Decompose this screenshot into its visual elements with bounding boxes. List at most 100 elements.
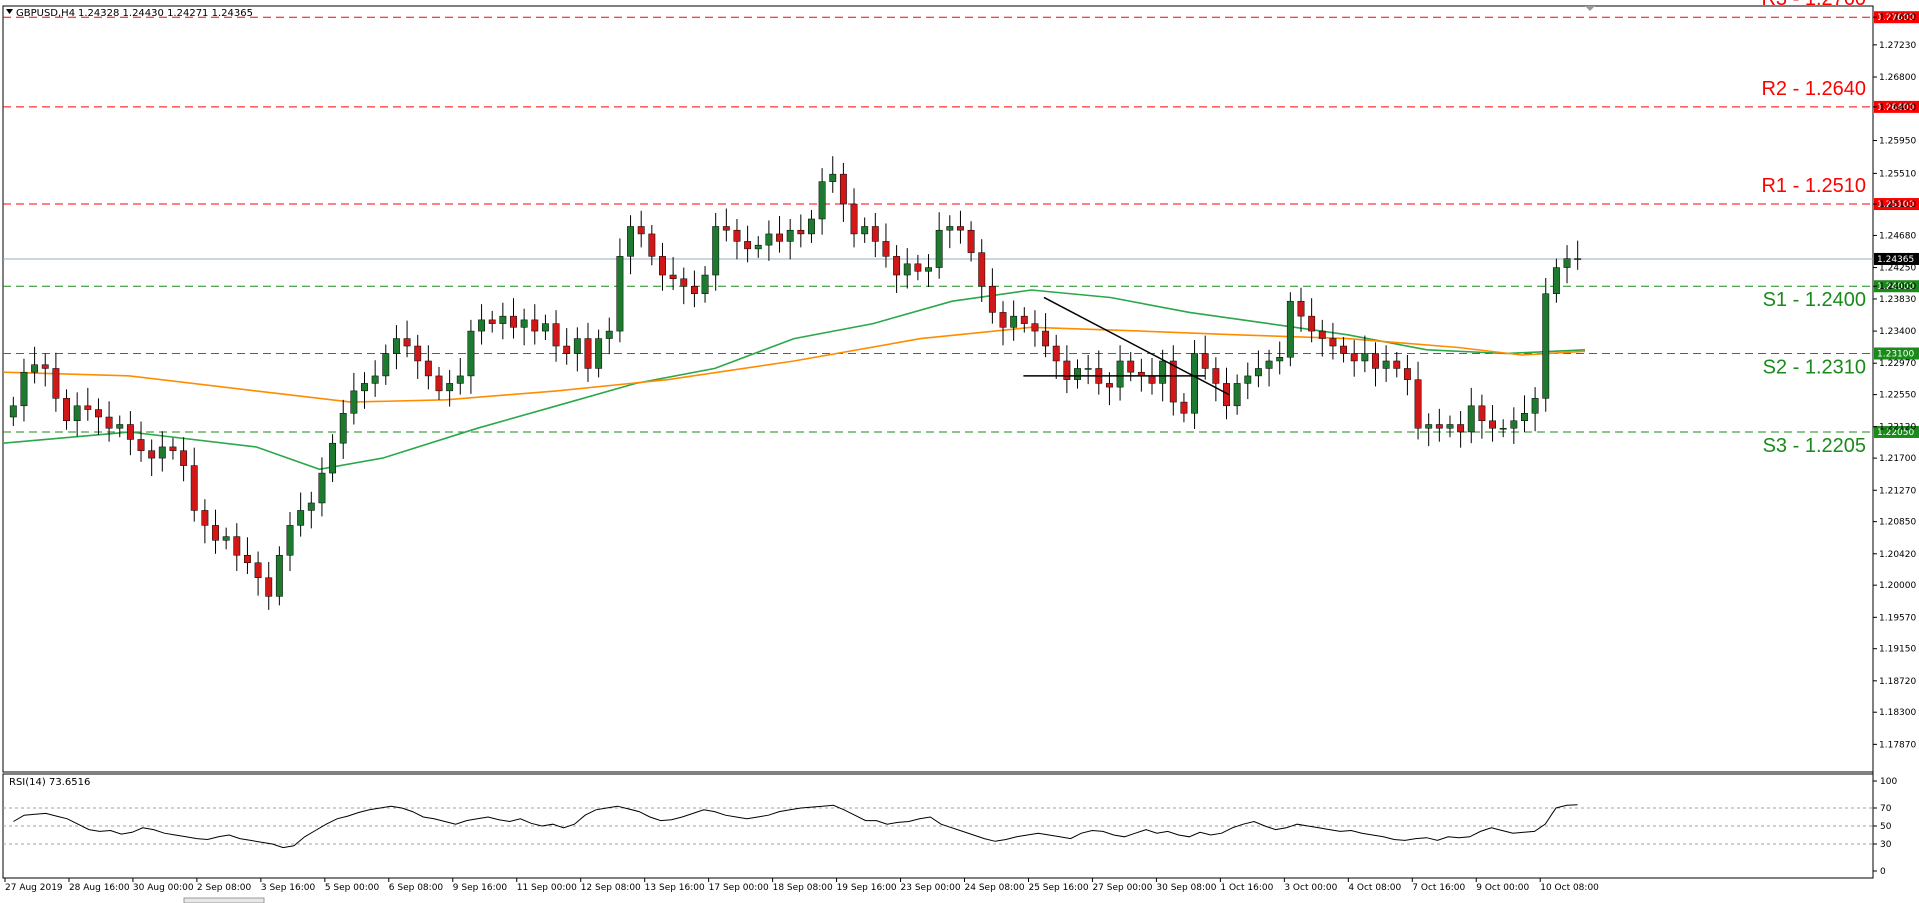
candle-body: [1542, 293, 1550, 399]
rsi-panel-frame: [2, 773, 1874, 879]
candle-body: [1340, 345, 1348, 354]
shift-marker-icon[interactable]: [1585, 6, 1595, 11]
level-price-tag: [1874, 100, 1919, 113]
candle-body: [765, 233, 773, 246]
candle-body: [233, 536, 241, 556]
x-tick-label: 30 Aug 00:00: [133, 883, 194, 893]
candle-body: [20, 371, 28, 407]
candle-body: [903, 263, 911, 276]
candle-body: [1063, 360, 1071, 380]
candle-body: [190, 465, 198, 511]
candle-body: [1521, 413, 1528, 422]
x-tick-label: 9 Oct 00:00: [1476, 883, 1529, 893]
candle-body: [1531, 398, 1539, 414]
candle-body: [307, 502, 315, 511]
candle-body: [690, 285, 698, 294]
candle-body: [818, 181, 826, 220]
candle-body: [914, 263, 922, 272]
x-tick-label: 11 Sep 00:00: [517, 883, 577, 893]
x-tick-label: 23 Sep 00:00: [901, 883, 961, 893]
y-tick-label: 1.26400: [1879, 103, 1916, 113]
candle-body: [350, 390, 358, 414]
candle-body: [627, 226, 634, 257]
x-tick-label: 19 Sep 16:00: [837, 883, 897, 893]
candle-body: [1201, 353, 1209, 369]
candle-body: [1318, 330, 1326, 339]
candle-body: [871, 226, 879, 242]
candle-body: [63, 398, 70, 422]
candle-body: [201, 510, 209, 526]
rsi-tick-label: 30: [1880, 840, 1892, 850]
candle-body: [659, 256, 666, 276]
candle-body: [744, 241, 752, 250]
candle-body: [1574, 258, 1582, 260]
candle-body: [265, 577, 273, 597]
candle-body: [797, 229, 805, 235]
y-tick-label: 1.24250: [1879, 264, 1916, 274]
y-tick-label: 1.21270: [1879, 486, 1916, 496]
candle-body: [1552, 267, 1560, 294]
candle-body: [318, 472, 326, 504]
candle-body: [95, 409, 102, 418]
candle-body: [701, 274, 709, 294]
chart-menu-icon[interactable]: [6, 9, 13, 14]
y-tick-label: 1.24000: [1879, 282, 1916, 292]
y-tick-label: 1.18300: [1879, 708, 1916, 718]
candle-body: [1329, 338, 1337, 347]
chart-tab[interactable]: [183, 897, 265, 903]
candle-body: [1159, 360, 1167, 384]
trendline: [1043, 296, 1230, 396]
candle-body: [595, 338, 603, 369]
rsi-line: [13, 804, 1578, 849]
candle-body: [1446, 424, 1454, 429]
candle-body: [1467, 405, 1475, 433]
candle-body: [829, 173, 837, 182]
level-price-tag: [1874, 11, 1919, 24]
moving-average-line: [2, 326, 1586, 403]
candle-body: [1105, 383, 1113, 388]
candle-body: [84, 405, 92, 410]
x-tick-label: 30 Sep 08:00: [1156, 883, 1216, 893]
candle-body: [1393, 360, 1401, 369]
candle-body: [808, 218, 815, 235]
candle-body: [329, 442, 337, 474]
x-tick-label: 4 Oct 08:00: [1348, 883, 1401, 893]
candle-body: [244, 555, 251, 564]
candle-body: [105, 416, 113, 429]
candle-body: [1414, 379, 1422, 429]
x-tick-label: 27 Aug 2019: [5, 883, 63, 893]
y-tick-label: 1.21700: [1879, 454, 1916, 464]
candle-body: [1148, 375, 1156, 384]
level-price-tag: [1874, 198, 1919, 211]
rsi-tick-label: 0: [1880, 867, 1886, 877]
candle-body: [1350, 353, 1358, 362]
level-label-support: S2 - 1.2310: [1763, 357, 1866, 379]
candle-body: [605, 330, 613, 339]
candle-body: [499, 315, 507, 324]
candle-body: [169, 446, 177, 451]
candle-body: [925, 267, 932, 272]
candle-body: [1180, 401, 1188, 414]
x-tick-label: 13 Sep 16:00: [645, 883, 705, 893]
rsi-tick-label: 100: [1880, 777, 1897, 787]
level-label-support: S3 - 1.2205: [1763, 435, 1866, 457]
candle-body: [1233, 383, 1241, 407]
candle-body: [935, 229, 943, 268]
candle-body: [148, 450, 156, 459]
candle-body: [637, 226, 645, 235]
candle-body: [722, 226, 730, 231]
x-tick-label: 28 Aug 16:00: [69, 883, 130, 893]
candle-body: [573, 338, 581, 354]
moving-average-line: [2, 289, 1586, 471]
candle-body: [222, 536, 230, 541]
y-tick-label: 1.22970: [1879, 359, 1916, 369]
candle-body: [1042, 330, 1050, 347]
candle-body: [1499, 427, 1507, 430]
y-tick-label: 1.22120: [1879, 423, 1916, 433]
y-tick-label: 1.19570: [1879, 613, 1916, 623]
level-price-tag: [1874, 425, 1919, 438]
candle-body: [1478, 405, 1486, 422]
rsi-label: RSI(14) 73.6516: [9, 777, 90, 788]
candle-body: [1212, 368, 1220, 384]
